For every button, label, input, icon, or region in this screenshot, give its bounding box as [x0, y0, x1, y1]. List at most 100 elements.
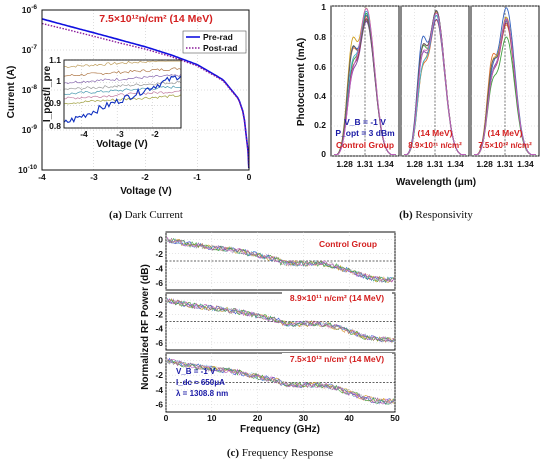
panel-c: 0 10 20 30 40 50 0-2-4-60-2-4-60-2-4-6 Freque… [140, 231, 400, 459]
inset-line-7 [63, 75, 182, 124]
resp-vb: V_B = -1 V [344, 117, 386, 127]
freq-trace-3-7 [167, 359, 395, 405]
inset-ylabel: I_post/I_pre [42, 66, 53, 123]
ytick-b-0: 0 [321, 149, 326, 159]
inset-line-2 [63, 73, 182, 84]
inset-xlabel: Voltage (V) [96, 139, 147, 150]
freq-trace-1-5 [167, 238, 395, 283]
dark-current-y-ticks: 10-6 10-7 10-8 10-9 10-10 [18, 4, 37, 175]
dark-current-plot-frame [41, 9, 250, 171]
ytick-c-1--2: -2 [155, 249, 163, 259]
dark-current-lines [41, 18, 250, 169]
ytick-c-2--4: -4 [155, 324, 163, 334]
series-pre-rad [41, 18, 250, 169]
inset-ytick-1.1: 1.1 [49, 55, 61, 65]
freq-label-control: Control Group [319, 238, 377, 250]
xtick-m4: -4 [38, 172, 46, 182]
dark-current-annotation: 7.5×10¹²n/cm² (14 MeV) [99, 13, 213, 25]
xtick-c-40: 40 [344, 413, 354, 423]
inset-line-0 [63, 60, 181, 68]
xtick-m2: -2 [141, 172, 149, 182]
frequency-y-ticks: 0 -2 -4 -6 0 -2 -4 -6 0 -2 -4 -6 [155, 234, 163, 409]
freq-trace-1-7 [167, 239, 395, 283]
resp-curve-2-8 [404, 12, 466, 155]
frequency-response-subplots [165, 231, 396, 413]
svg-text:7.5×10¹² n/cm² (14 MeV): 7.5×10¹² n/cm² (14 MeV) [290, 354, 384, 364]
xtick-c-30: 30 [299, 413, 309, 423]
freq-trace-2-2 [167, 299, 395, 343]
inset-ratio-lines [63, 60, 182, 124]
resp-fluence-2: 7.5×10¹² n/cm² [478, 141, 532, 150]
ytick-c-3--2: -2 [155, 370, 163, 380]
inset-line-5 [63, 89, 182, 100]
ytick-c-1--4: -4 [155, 263, 163, 273]
frequency-x-ticks: 0 10 20 30 40 50 [164, 413, 400, 423]
caption-a: (a) Dark Current [109, 209, 183, 221]
resp-control-group: Control Group [336, 140, 394, 150]
ytick-c-3--4: -4 [155, 385, 163, 395]
freq-label-fluence-2: 7.5×10¹² n/cm² (14 MeV) [282, 353, 392, 365]
ytick-b-0.6: 0.6 [314, 62, 326, 72]
xtick-b-1.28: 1.28 [336, 159, 353, 169]
resp-14mev-1: (14 MeV) [418, 128, 453, 138]
xtick-m1: -1 [193, 172, 201, 182]
inset-line-1 [63, 67, 182, 77]
xtick-c-20: 20 [253, 413, 263, 423]
inset-line-4 [63, 85, 182, 95]
freq-cond-lambda: λ = 1308.8 nm [176, 389, 228, 398]
ytick-1e-6: 10-6 [22, 4, 38, 15]
xtick-b-1.31: 1.31 [427, 159, 444, 169]
frequency-ylabel: Normalized RF Power (dB) [140, 264, 151, 390]
xtick-b-1.31: 1.31 [357, 159, 374, 169]
caption-c: (c) Frequency Response [227, 447, 333, 459]
responsivity-ylabel: Photocurrent (mA) [296, 38, 307, 126]
inset-ytick-0.8: 0.8 [49, 121, 61, 131]
freq-trace-2-6 [167, 298, 395, 343]
inset-ytick-0.9: 0.9 [49, 98, 61, 108]
xtick-c-0: 0 [164, 413, 169, 423]
dark-current-ylabel: Current (A) [6, 66, 17, 119]
ytick-c-3-0: 0 [158, 355, 163, 365]
inset-xtick-m4: -4 [80, 129, 88, 139]
dark-current-legend: Pre-rad Post-rad [182, 30, 247, 54]
ytick-c-1--6: -6 [155, 278, 163, 288]
xtick-b-1.34: 1.34 [447, 159, 464, 169]
freq-trace-2-7 [167, 298, 395, 343]
resp-curve-3-8 [474, 19, 536, 155]
inset-ytick-1: 1 [56, 76, 61, 86]
resp-14mev-2: (14 MeV) [488, 128, 523, 138]
ytick-1e-9: 10-9 [22, 124, 38, 135]
inset-xtick-m2: -2 [151, 129, 159, 139]
ytick-1e-7: 10-7 [22, 44, 38, 55]
ytick-1e-10: 10-10 [18, 164, 37, 175]
ytick-b-1: 1 [321, 2, 326, 12]
xtick-b-1.31: 1.31 [497, 159, 514, 169]
legend-post-rad: Post-rad [203, 43, 237, 53]
resp-curve-1-8 [334, 8, 396, 155]
dark-current-xlabel: Voltage (V) [120, 186, 171, 197]
svg-text:Control Group: Control Group [319, 239, 377, 249]
inset-xtick-m3: -3 [116, 129, 124, 139]
xtick-b-1.34: 1.34 [377, 159, 394, 169]
freq-trace-3-6 [167, 358, 395, 405]
resp-popt: P_opt = 3 dBm [335, 128, 395, 138]
ytick-1e-8: 10-8 [22, 84, 38, 95]
caption-b: (b) Responsivity [399, 209, 473, 221]
frequency-xlabel: Frequency (GHz) [240, 424, 320, 435]
freq-trace-3-5 [167, 359, 395, 405]
resp-fluence-1: 8.9×10¹¹ n/cm² [408, 141, 462, 150]
freq-cond-vb: V_B = -1 V [176, 367, 216, 376]
freq-cond-idc: I_dc ≈ 650μA [176, 378, 225, 387]
inset-line-6 [63, 94, 182, 105]
freq-trace-1-6 [167, 237, 395, 283]
freq-trace-2-3 [167, 298, 395, 343]
ytick-b-0.2: 0.2 [314, 120, 326, 130]
responsivity-subplots [330, 5, 540, 157]
ytick-b-0.4: 0.4 [314, 91, 326, 101]
ytick-c-2--6: -6 [155, 338, 163, 348]
freq-label-fluence-1: 8.9×10¹¹ n/cm² (14 MeV) [282, 292, 392, 304]
xtick-0: 0 [247, 172, 252, 182]
ytick-c-2--2: -2 [155, 309, 163, 319]
responsivity-y-ticks: 1 0.8 0.6 0.4 0.2 0 [314, 2, 326, 159]
